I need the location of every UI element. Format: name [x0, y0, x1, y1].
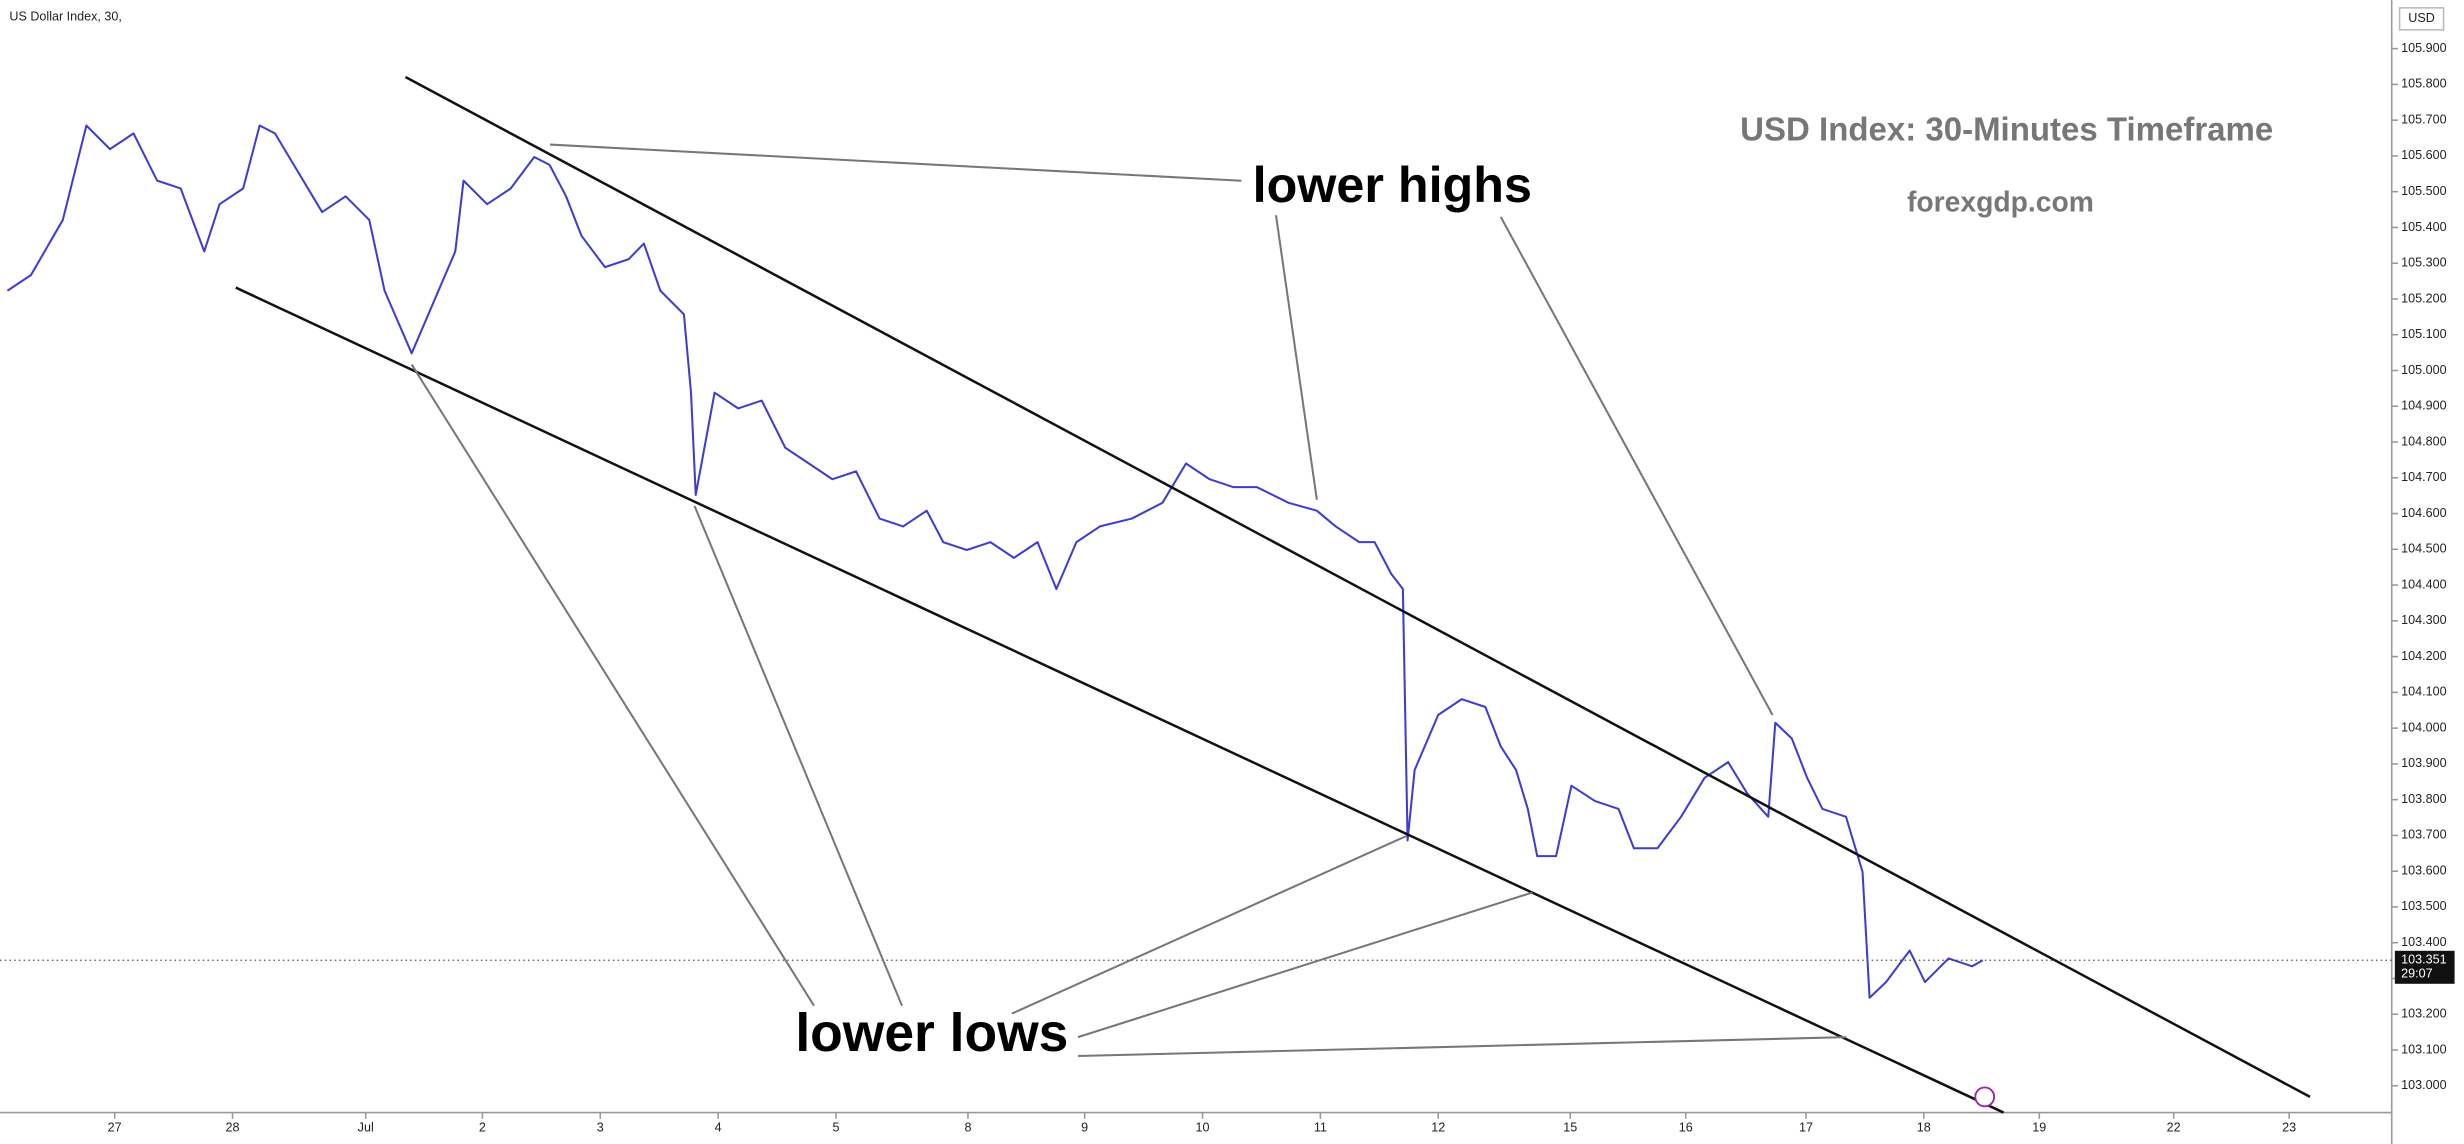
- x-tick-label: 8: [964, 1121, 971, 1135]
- x-tick-label: 16: [1679, 1121, 1693, 1135]
- currency-label: USD: [2408, 11, 2435, 25]
- x-tick-label: 28: [226, 1121, 240, 1135]
- annotation: lower lows: [795, 1004, 1068, 1063]
- connector: [1077, 891, 1533, 1039]
- y-tick-label: 104.200: [2401, 649, 2446, 663]
- y-tick-label: 104.400: [2401, 577, 2446, 591]
- y-tick-label: 105.100: [2401, 327, 2446, 341]
- connector: [410, 364, 815, 1007]
- x-tick-label: 22: [2167, 1121, 2181, 1135]
- x-tick-label: 11: [1314, 1121, 1327, 1135]
- x-tick-label: Jul: [358, 1121, 374, 1135]
- y-tick-label: 105.700: [2401, 112, 2446, 126]
- y-tick-label: 104.300: [2401, 613, 2446, 627]
- x-tick-label: 3: [597, 1121, 604, 1135]
- event-icon: [1974, 1086, 1996, 1108]
- y-tick-label: 104.900: [2401, 399, 2446, 413]
- x-tick-label: 18: [1917, 1121, 1931, 1135]
- x-tick-label: 10: [1196, 1121, 1210, 1135]
- y-tick-label: 105.500: [2401, 184, 2446, 198]
- last-price-box: [2394, 950, 2455, 984]
- connector: [1274, 215, 1318, 500]
- y-tick-label: 104.700: [2401, 470, 2446, 484]
- connector: [1077, 1036, 1847, 1058]
- last-price-label: 103.351: [2401, 953, 2446, 967]
- plot-area: [0, 124, 2392, 999]
- instrument-label: US Dollar Index, 30,: [9, 10, 121, 24]
- y-tick-label: 103.700: [2401, 828, 2446, 842]
- lower-channel: [235, 286, 2005, 1114]
- y-tick-label: 103.000: [2401, 1078, 2446, 1092]
- y-tick-label: 105.900: [2401, 41, 2446, 55]
- y-tick-label: 104.600: [2401, 506, 2446, 520]
- y-tick-label: 103.100: [2401, 1042, 2446, 1056]
- connector: [1011, 835, 1407, 1015]
- chart-subtitle: forexgdp.com: [1907, 186, 2094, 218]
- y-tick-label: 105.600: [2401, 148, 2446, 162]
- x-tick-label: 17: [1799, 1121, 1813, 1135]
- annotation: lower highs: [1253, 156, 1532, 213]
- y-tick-label: 103.400: [2401, 935, 2446, 949]
- y-tick-label: 103.900: [2401, 756, 2446, 770]
- y-tick-label: 105.000: [2401, 363, 2446, 377]
- y-tick-label: 103.500: [2401, 899, 2446, 913]
- y-tick-label: 105.200: [2401, 291, 2446, 305]
- y-tick-label: 103.800: [2401, 792, 2446, 806]
- y-tick-label: 104.000: [2401, 720, 2446, 734]
- y-tick-label: 104.100: [2401, 685, 2446, 699]
- connector: [1499, 216, 1774, 716]
- x-tick-label: 9: [1081, 1121, 1088, 1135]
- y-tick-label: 103.600: [2401, 864, 2446, 878]
- connector: [549, 143, 1242, 182]
- x-tick-label: 27: [108, 1121, 122, 1135]
- x-tick-label: 4: [715, 1121, 722, 1135]
- upper-channel: [404, 75, 2311, 1098]
- y-tick-label: 105.800: [2401, 77, 2446, 91]
- chart-title: USD Index: 30-Minutes Timeframe: [1740, 111, 2273, 148]
- axes: 103.000103.100103.200103.300103.400103.5…: [108, 41, 2455, 1135]
- connectors: [410, 143, 1847, 1058]
- connector: [693, 505, 903, 1007]
- x-tick-label: 2: [479, 1121, 486, 1135]
- x-tick-label: 15: [1563, 1121, 1577, 1135]
- y-tick-label: 105.400: [2401, 220, 2446, 234]
- x-tick-label: 12: [1431, 1121, 1445, 1135]
- x-tick-label: 23: [2282, 1121, 2296, 1135]
- x-tick-label: 5: [832, 1121, 839, 1135]
- x-tick-label: 19: [2032, 1121, 2046, 1135]
- y-tick-label: 104.500: [2401, 542, 2446, 556]
- y-tick-label: 103.200: [2401, 1007, 2446, 1021]
- y-tick-label: 105.300: [2401, 256, 2446, 270]
- countdown-label: 29:07: [2401, 967, 2432, 981]
- price-line: [6, 124, 1984, 999]
- currency-box: [2398, 7, 2445, 31]
- y-tick-label: 104.800: [2401, 434, 2446, 448]
